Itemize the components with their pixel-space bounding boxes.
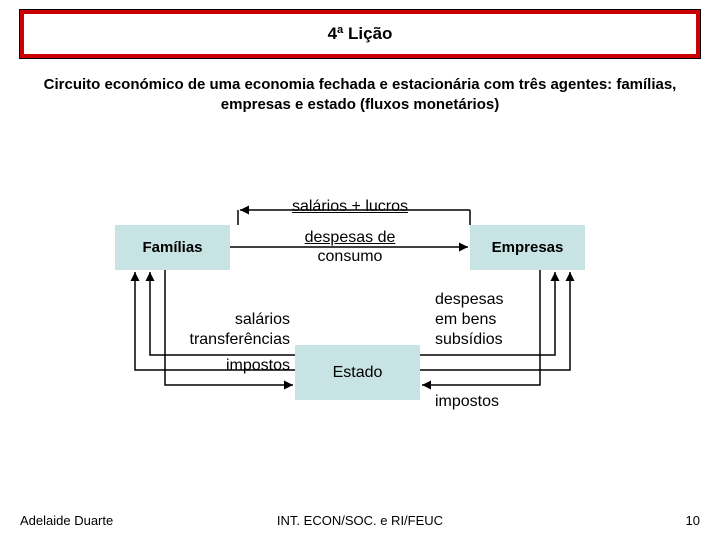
node-estado-label: Estado [333, 364, 383, 382]
diagram: Famílias Empresas Estado salários + lucr… [0, 170, 720, 450]
label-salarios: salários [150, 310, 290, 330]
node-familias-label: Famílias [142, 239, 202, 256]
title-box: 4ª Lição [20, 10, 700, 58]
node-familias: Famílias [115, 225, 230, 270]
label-despesas-de: despesas de [305, 229, 396, 246]
label-em-bens: em bens [435, 310, 555, 330]
label-despesas: despesas [435, 290, 555, 310]
labels-right-group: despesas em bens subsídios impostos [435, 290, 555, 412]
label-salarios-lucros: salários + lucros [260, 198, 440, 216]
labels-left-group: salários transferências impostos [150, 310, 290, 376]
title: 4ª Lição [328, 24, 393, 44]
node-estado: Estado [295, 345, 420, 400]
node-empresas-label: Empresas [492, 239, 564, 256]
label-subsidios: subsídios [435, 330, 555, 350]
footer-center: INT. ECON/SOC. e RI/FEUC [0, 513, 720, 528]
label-consumo: consumo [318, 248, 383, 265]
label-impostos-left: impostos [150, 356, 290, 376]
label-transferencias: transferências [150, 330, 290, 350]
label-impostos-right: impostos [435, 392, 555, 412]
node-empresas: Empresas [470, 225, 585, 270]
footer-page: 10 [686, 513, 700, 528]
subtitle: Circuito económico de uma economia fecha… [30, 75, 690, 116]
label-despesas-consumo: despesas de consumo [275, 228, 425, 266]
